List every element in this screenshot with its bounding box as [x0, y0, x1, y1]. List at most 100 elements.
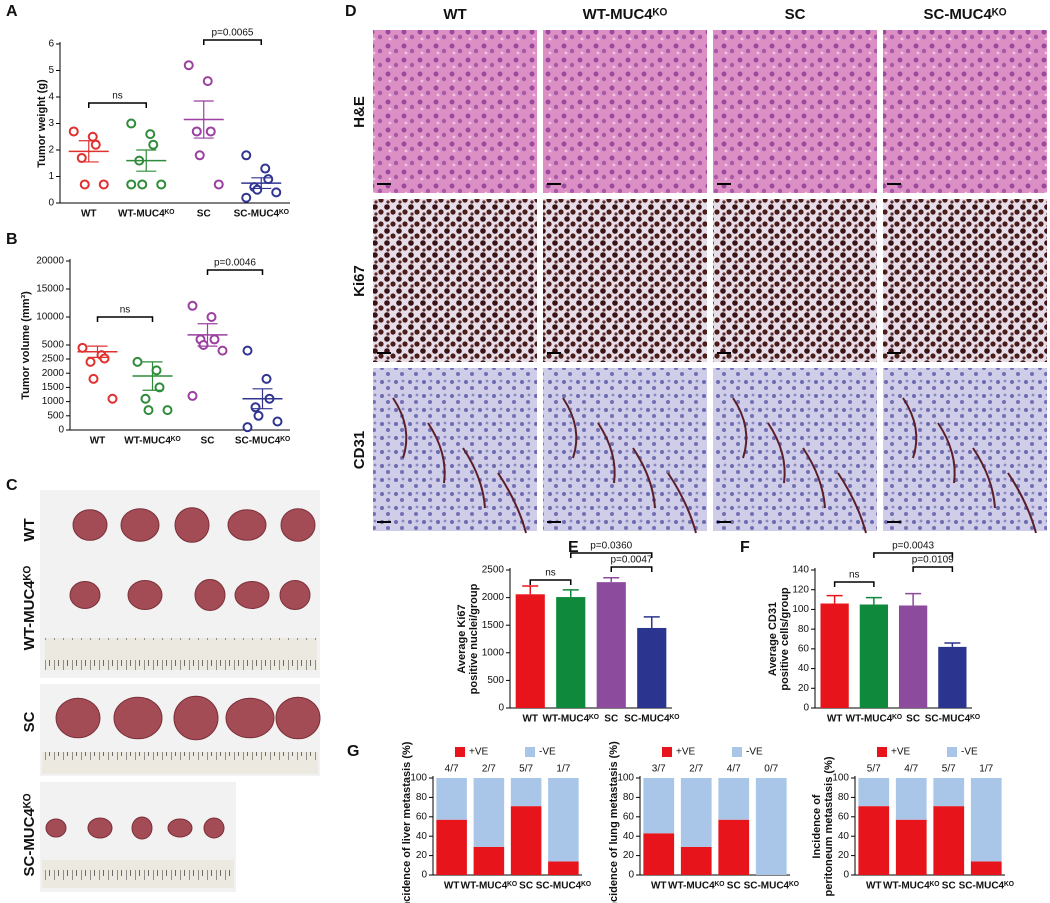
annotation: p=0.0046 [214, 258, 256, 269]
y-axis-label: Tumor volume (mm³) [20, 291, 32, 400]
bar [859, 604, 889, 708]
column-label: WT-MUC4ᴷᴼ [583, 6, 668, 23]
micrograph [543, 30, 707, 193]
x-tick-label: WT-MUC4ᴷᴼ [118, 209, 174, 220]
x-tick-label: SC-MUC4ᴷᴼ [536, 881, 591, 892]
tumor [234, 581, 270, 609]
column-label: SC [785, 6, 806, 23]
x-tick-label: SC [604, 714, 618, 725]
y-axis-label: Incidence of lung metastasis (%) [608, 741, 620, 903]
bar-segment [436, 778, 467, 820]
y-tick-label: 1000 [42, 396, 65, 407]
group-label: SC-MUC4ᴷᴼ [21, 793, 38, 876]
data-point [143, 405, 154, 416]
x-tick-label: SC-MUC4ᴷᴼ [234, 209, 289, 220]
data-point [137, 179, 148, 190]
annotation: p=0.0109 [912, 555, 954, 566]
data-point [126, 179, 137, 190]
fraction-label: 2/7 [689, 764, 703, 775]
data-point [242, 345, 253, 356]
bar-segment [970, 778, 1002, 862]
bracket [529, 579, 572, 585]
data-point [88, 373, 99, 384]
x-tick-label: WT [866, 881, 882, 892]
bar [898, 605, 928, 708]
vessel [732, 397, 748, 459]
group-label: WT-MUC4ᴷᴼ [21, 565, 38, 650]
bar-segment [643, 778, 675, 834]
y-tick-label: 60 [838, 811, 850, 822]
legend-swatch [662, 747, 672, 757]
data-point [187, 300, 198, 311]
bar-segment [548, 861, 579, 875]
x-tick-label: WT [651, 881, 667, 892]
bracket [88, 102, 147, 108]
bar-segment [510, 806, 542, 875]
micrograph [713, 30, 877, 193]
row-label: Ki67 [351, 265, 368, 297]
y-tick-label: 0 [58, 425, 64, 436]
y-tick-label: 2500 [42, 354, 65, 365]
panel-label: B [6, 231, 18, 248]
x-tick-label: WT-MUC4ᴷᴼ [543, 714, 599, 725]
y-tick-label: 2500 [482, 565, 505, 576]
data-point [213, 179, 224, 190]
y-tick-label: 1500 [42, 382, 65, 393]
legend-swatch [947, 747, 957, 757]
y-tick-label: 100 [792, 604, 809, 615]
vessel [837, 472, 867, 534]
row-label: CD31 [351, 431, 368, 469]
fraction-label: 5/7 [867, 764, 881, 775]
y-axis-label: Incidence of liver metastasis (%) [401, 741, 413, 903]
data-point [107, 393, 118, 404]
panel-label: D [345, 3, 357, 20]
annotation: ns [545, 568, 556, 579]
y-tick-label: 100 [410, 773, 427, 784]
fraction-label: 5/7 [519, 764, 533, 775]
x-tick-label: SC [519, 881, 533, 892]
tumor-photos [40, 490, 321, 892]
y-tick-label: 2 [48, 145, 54, 156]
tumor [227, 509, 267, 541]
bar-segment [858, 778, 890, 807]
vessel [427, 422, 446, 484]
bar-segment [970, 861, 1002, 875]
annotation: p=0.0360 [590, 541, 632, 552]
x-tick-label: SC [201, 436, 215, 447]
group-label: SC [21, 711, 38, 732]
fraction-label: 5/7 [942, 764, 956, 775]
x-tick-label: SC-MUC4ᴷᴼ [624, 714, 679, 725]
bar-segment [436, 819, 467, 875]
y-axis-label: positive cells/group [779, 587, 791, 691]
data-point [263, 174, 274, 185]
y-tick-label: 0 [48, 198, 54, 209]
tumor [69, 581, 101, 609]
x-tick-label: WT [81, 209, 97, 220]
y-tick-label: 40 [623, 831, 635, 842]
bar-segment [858, 806, 890, 875]
y-tick-label: 1 [48, 171, 54, 182]
vessel [632, 447, 656, 509]
bracket [96, 316, 154, 322]
data-point [272, 416, 283, 427]
fraction-label: 4/7 [904, 764, 918, 775]
y-tick-label: 80 [798, 624, 810, 635]
bracket [912, 566, 954, 572]
data-point [151, 365, 162, 376]
y-tick-label: 0 [421, 870, 427, 881]
data-point [252, 184, 263, 195]
vessel [902, 397, 918, 459]
x-tick-label: WT [827, 714, 843, 725]
tumor [131, 816, 153, 840]
vessel [767, 422, 786, 484]
micrograph [713, 199, 877, 362]
legend-label: +VE [676, 747, 696, 758]
y-axis-label: peritoneum metastasis (%) [823, 756, 835, 896]
legend-swatch [455, 747, 465, 757]
fraction-label: 3/7 [652, 764, 666, 775]
histology-grid [373, 30, 1047, 534]
data-point [145, 129, 156, 140]
bar [556, 597, 586, 708]
column-label: SC-MUC4ᴷᴼ [923, 6, 1006, 23]
x-tick-label: WT-MUC4ᴷᴼ [883, 881, 939, 892]
